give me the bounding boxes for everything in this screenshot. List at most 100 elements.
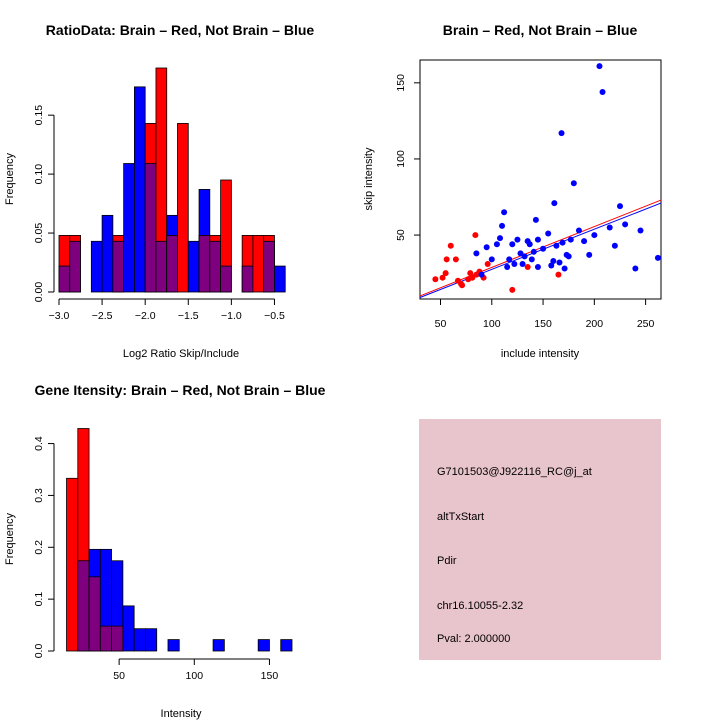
scatter-y-tick-label: 150 xyxy=(395,74,407,92)
scatter-point-notbrain xyxy=(599,88,606,95)
scatter-x-tick-label: 100 xyxy=(483,318,501,330)
scatter-point-notbrain xyxy=(616,203,623,210)
scatter-title: Brain – Red, Not Brain – Blue xyxy=(443,22,638,38)
location-text: chr16.10055-2.32 xyxy=(437,600,523,612)
scatter-x-tick-label: 200 xyxy=(586,318,604,330)
scatter-x-tick-label: 250 xyxy=(637,318,655,330)
intensity-y-tick-label: 0.0 xyxy=(33,644,45,659)
ratio-bar-overlap xyxy=(241,265,254,293)
scatter-point-notbrain xyxy=(553,242,560,249)
scatter-point-notbrain xyxy=(530,248,537,255)
scatter-point-notbrain xyxy=(632,265,639,272)
intensity-histogram-axes: 50 100 150 0.0 0.1 0.2 0.3 0.4 xyxy=(33,436,278,682)
ratio-bar-brain xyxy=(177,123,189,293)
intensity-histogram-y-label: Frequency xyxy=(4,513,16,565)
scatter-x-tick-label: 150 xyxy=(534,318,552,330)
ratio-bar-overlap xyxy=(209,240,221,293)
scatter-point-notbrain xyxy=(473,250,480,257)
scatter-point-brain xyxy=(484,260,491,267)
scatter-points xyxy=(432,63,661,293)
ratio-bar-overlap xyxy=(112,240,125,293)
scatter-point-notbrain xyxy=(611,242,618,249)
scatter-point-notbrain xyxy=(622,221,629,228)
scatter-point-notbrain xyxy=(567,236,574,243)
scatter-point-notbrain xyxy=(521,253,528,260)
scatter-point-brain xyxy=(459,282,466,289)
pval-text: Pval: 2.000000 xyxy=(437,633,510,645)
ratio-bar-notbrain xyxy=(123,163,135,293)
scatter-y-tick-label: 100 xyxy=(395,150,407,168)
ratio-bar-notbrain xyxy=(90,240,103,293)
ratio-histogram-bars xyxy=(58,67,286,293)
scatter-point-notbrain xyxy=(478,271,485,278)
intensity-y-tick-label: 0.3 xyxy=(33,488,45,503)
scatter-point-notbrain xyxy=(493,241,500,248)
scatter-point-notbrain xyxy=(519,260,526,267)
scatter-x-tick-label: 50 xyxy=(435,318,447,330)
scatter-point-notbrain xyxy=(591,232,598,239)
ratio-y-tick-label: 0.05 xyxy=(33,223,45,244)
scatter-point-notbrain xyxy=(561,265,568,272)
intensity-y-tick-label: 0.1 xyxy=(33,592,45,607)
scatter-point-notbrain xyxy=(545,230,552,237)
ratio-histogram-axes: −3.0 −2.5 −2.0 −1.5 −1.0 −0.5 0.00 0.05 0.10 0.15 xyxy=(33,105,285,322)
scatter-point-notbrain xyxy=(528,256,535,263)
scatter-point-notbrain xyxy=(506,256,513,263)
ratio-histogram-y-label: Frequency xyxy=(4,153,16,205)
ratio-histogram-x-label: Log2 Ratio Skip/Include xyxy=(123,348,239,360)
intensity-bar-overlap xyxy=(77,560,90,652)
intensity-bar-notbrain xyxy=(212,639,225,652)
scatter-point-notbrain xyxy=(517,250,524,257)
scatter-point-brain xyxy=(443,256,450,263)
scatter-point-notbrain xyxy=(637,227,644,234)
scatter-point-notbrain xyxy=(548,262,555,269)
scatter-point-notbrain xyxy=(534,236,541,243)
scatter-point-notbrain xyxy=(654,254,661,261)
ratio-y-tick-label: 0.00 xyxy=(33,282,45,303)
scatter-point-brain xyxy=(432,276,439,283)
intensity-histogram-x-label: Intensity xyxy=(161,708,202,720)
intensity-histogram-bars xyxy=(66,428,293,652)
info-panel: G7101503@J922116_RC@j_at altTxStart Pdir… xyxy=(419,419,661,660)
intensity-x-tick-label: 150 xyxy=(261,670,279,682)
scatter-point-brain xyxy=(509,286,516,293)
intensity-bar-overlap xyxy=(111,625,124,652)
ratio-bar-overlap xyxy=(58,265,71,293)
scatter-point-notbrain xyxy=(504,264,511,271)
scatter-point-notbrain xyxy=(550,257,557,264)
intensity-x-tick-label: 100 xyxy=(186,670,204,682)
scatter-point-notbrain xyxy=(556,259,563,266)
ratio-bar-overlap xyxy=(144,163,157,293)
scatter-point-notbrain xyxy=(551,200,558,207)
scatter-point-notbrain xyxy=(514,236,521,243)
ratio-x-tick-label: −3.0 xyxy=(49,310,70,322)
scatter-point-notbrain xyxy=(596,63,603,70)
intensity-histogram-panel: Gene Itensity: Brain – Red, Not Brain – … xyxy=(4,382,326,720)
scatter-point-notbrain xyxy=(586,251,593,258)
intensity-bar-notbrain xyxy=(257,639,270,652)
ratio-y-tick-label: 0.15 xyxy=(33,105,45,126)
intensity-bar-brain xyxy=(66,477,79,652)
ratio-bar-notbrain xyxy=(101,214,114,293)
scatter-point-notbrain xyxy=(565,253,572,260)
intensity-histogram-title: Gene Itensity: Brain – Red, Not Brain – … xyxy=(35,382,326,398)
ratio-x-tick-label: −0.5 xyxy=(264,310,285,322)
scatter-axes: 50 100 150 200 250 50 100 150 xyxy=(395,74,655,330)
scatter-point-notbrain xyxy=(532,216,539,223)
scatter-x-label: include intensity xyxy=(501,348,580,360)
ratio-bar-overlap xyxy=(220,265,232,293)
scatter-point-brain xyxy=(447,242,454,249)
intensity-x-tick-label: 50 xyxy=(113,670,125,682)
scatter-point-notbrain xyxy=(534,264,541,271)
ratio-bar-overlap xyxy=(155,240,168,293)
scatter-point-notbrain xyxy=(558,130,565,137)
scatter-point-brain xyxy=(555,271,562,278)
ratio-bar-overlap xyxy=(166,235,178,293)
ratio-x-tick-label: −2.0 xyxy=(135,310,156,322)
probe-id-text: G7101503@J922116_RC@j_at xyxy=(437,466,592,478)
ratio-bar-overlap xyxy=(198,235,211,293)
scatter-y-label: skip intensity xyxy=(363,147,375,210)
scatter-point-notbrain xyxy=(570,180,577,187)
scatter-point-notbrain xyxy=(606,224,613,231)
ratio-bar-notbrain xyxy=(187,240,200,293)
